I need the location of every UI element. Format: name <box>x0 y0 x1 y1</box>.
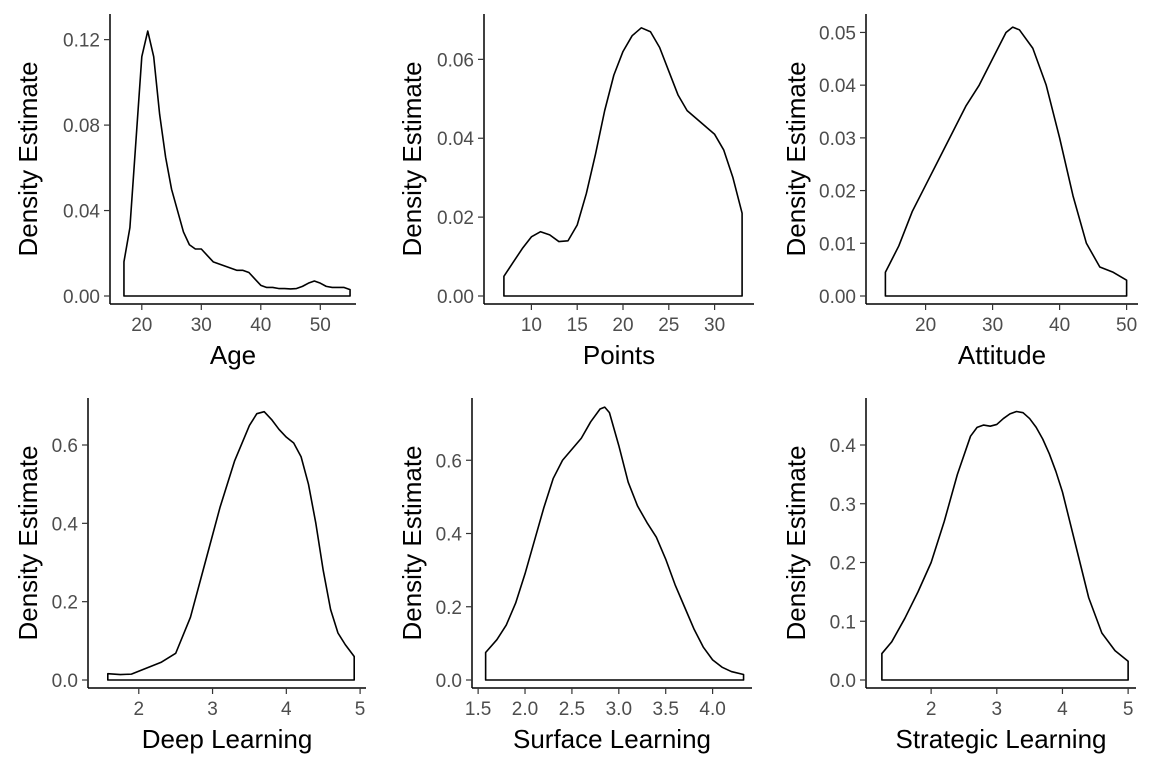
density-plot-svg: 0.00 0.04 0.08 0.12 20 30 40 50 Age Density Estim… <box>13 14 356 370</box>
x-tick-label: 40 <box>250 315 271 336</box>
density-plot-svg: 0.00 0.02 0.04 0.06 10 15 20 25 30 Points Density … <box>397 14 754 370</box>
x-tick-label: 3 <box>207 699 218 720</box>
y-axis-title: Density Estimate <box>13 445 43 640</box>
x-tick-label: 40 <box>1049 315 1070 336</box>
x-tick-label: 25 <box>658 315 679 336</box>
x-axis-title: Strategic Learning <box>895 724 1106 754</box>
y-axis-title: Density Estimate <box>397 445 427 640</box>
x-tick-label: 2 <box>133 699 144 720</box>
y-tick-label: 0.12 <box>63 31 100 52</box>
y-tick-label: 0.03 <box>819 129 856 150</box>
y-tick-label: 0.04 <box>63 202 100 223</box>
y-tick-label: 0.4 <box>830 436 857 457</box>
y-tick-label: 0.01 <box>819 234 856 255</box>
x-tick-label: 5 <box>1123 699 1134 720</box>
x-tick-label: 1.5 <box>465 699 491 720</box>
y-tick-label: 0.6 <box>436 451 462 472</box>
density-panel-4: 0.0 0.2 0.4 0.6 2 3 4 5 Deep Learning Density Est… <box>0 384 384 768</box>
y-tick-label: 0.00 <box>63 287 100 308</box>
density-panel-6: 0.0 0.1 0.2 0.3 0.4 2 3 4 5 Strategic Learning Den… <box>768 384 1152 768</box>
y-axis-title: Density Estimate <box>397 61 427 256</box>
density-curve <box>503 27 743 297</box>
y-tick-label: 0.02 <box>819 182 856 203</box>
y-tick-label: 0.0 <box>52 671 78 692</box>
x-tick-label: 50 <box>1116 315 1137 336</box>
x-axis-title: Surface Learning <box>513 724 711 754</box>
x-tick-label: 4 <box>1057 699 1068 720</box>
x-tick-label: 30 <box>704 315 725 336</box>
y-tick-label: 0.04 <box>437 129 474 150</box>
density-curve <box>107 410 355 681</box>
y-axis-title: Density Estimate <box>781 445 811 640</box>
y-tick-label: 0.6 <box>52 436 78 457</box>
x-axis-title: Deep Learning <box>142 724 313 754</box>
density-curve <box>123 30 351 297</box>
density-plot-svg: 0.0 0.2 0.4 0.6 1.5 2.0 2.5 3.0 3.5 4.0 Surface Le… <box>397 398 752 754</box>
density-panel-3: 0.00 0.01 0.02 0.03 0.04 0.05 20 30 40 50 Attitude… <box>768 0 1152 384</box>
x-tick-label: 20 <box>915 315 936 336</box>
x-tick-label: 3.5 <box>652 699 678 720</box>
x-tick-label: 2 <box>926 699 937 720</box>
x-tick-label: 50 <box>310 315 331 336</box>
y-tick-label: 0.0 <box>830 671 856 692</box>
y-tick-label: 0.2 <box>830 554 856 575</box>
y-tick-label: 0.0 <box>436 671 462 692</box>
x-tick-label: 20 <box>131 315 152 336</box>
y-tick-label: 0.1 <box>830 612 856 633</box>
y-tick-label: 0.05 <box>819 23 856 44</box>
y-axis-title: Density Estimate <box>13 61 43 256</box>
x-axis-title: Points <box>583 340 655 370</box>
y-tick-label: 0.00 <box>819 287 856 308</box>
x-tick-label: 15 <box>567 315 588 336</box>
y-tick-label: 0.02 <box>437 208 474 229</box>
x-tick-label: 4 <box>281 699 292 720</box>
y-tick-label: 0.00 <box>437 287 474 308</box>
x-tick-label: 3.0 <box>606 699 632 720</box>
x-axis-title: Age <box>210 340 256 370</box>
x-tick-label: 4.0 <box>699 699 725 720</box>
density-plot-svg: 0.0 0.1 0.2 0.3 0.4 2 3 4 5 Strategic Learning Den… <box>781 398 1136 754</box>
density-curve <box>484 406 745 681</box>
density-panel-5: 0.0 0.2 0.4 0.6 1.5 2.0 2.5 3.0 3.5 4.0 Surface Le… <box>384 384 768 768</box>
x-tick-label: 3 <box>992 699 1003 720</box>
density-panel-2: 0.00 0.02 0.04 0.06 10 15 20 25 30 Points Density … <box>384 0 768 384</box>
density-panel-1: 0.00 0.04 0.08 0.12 20 30 40 50 Age Density Estim… <box>0 0 384 384</box>
x-tick-label: 5 <box>355 699 366 720</box>
density-curve <box>884 26 1128 297</box>
x-tick-label: 30 <box>191 315 212 336</box>
y-tick-label: 0.2 <box>52 593 78 614</box>
y-tick-label: 0.4 <box>436 525 463 546</box>
y-tick-label: 0.06 <box>437 50 474 71</box>
x-tick-label: 2.0 <box>512 699 538 720</box>
x-tick-label: 10 <box>521 315 542 336</box>
y-tick-label: 0.2 <box>436 598 462 619</box>
x-tick-label: 2.5 <box>559 699 585 720</box>
x-axis-title: Attitude <box>958 340 1046 370</box>
y-tick-label: 0.3 <box>830 495 856 516</box>
density-curve <box>881 410 1129 681</box>
y-axis-title: Density Estimate <box>781 61 811 256</box>
y-tick-label: 0.08 <box>63 116 100 137</box>
x-tick-label: 30 <box>982 315 1003 336</box>
density-plot-svg: 0.00 0.01 0.02 0.03 0.04 0.05 20 30 40 50 Attitude… <box>781 14 1138 370</box>
density-plot-svg: 0.0 0.2 0.4 0.6 2 3 4 5 Deep Learning Density Est… <box>13 398 366 754</box>
x-tick-label: 20 <box>612 315 633 336</box>
y-tick-label: 0.4 <box>52 514 79 535</box>
y-tick-label: 0.04 <box>819 76 856 97</box>
